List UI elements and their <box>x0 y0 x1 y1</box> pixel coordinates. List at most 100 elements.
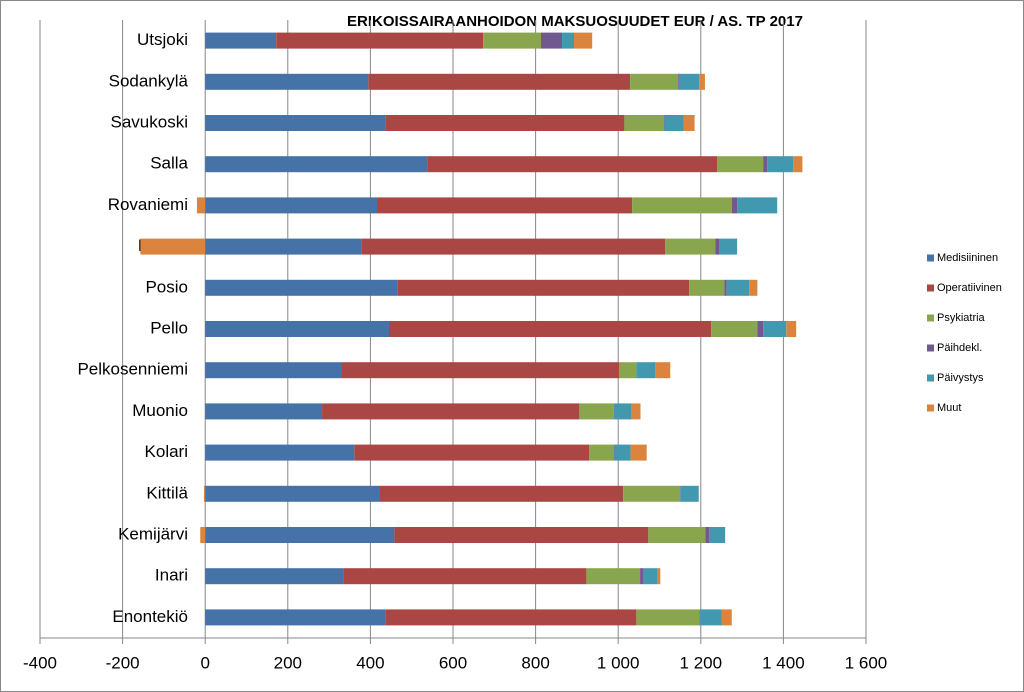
bar-segment <box>205 156 428 173</box>
y-tick-label: Inari <box>155 566 188 585</box>
bar-segment <box>385 609 637 626</box>
x-tick-label: 1 400 <box>762 653 805 672</box>
legend-label: Medisiininen <box>937 252 998 264</box>
bar-segment <box>205 238 362 255</box>
x-tick-label: 0 <box>200 653 209 672</box>
legend-swatch <box>927 374 934 382</box>
bar-segment <box>341 362 620 379</box>
bar-segment <box>385 115 625 131</box>
bar-segment <box>657 568 661 585</box>
bar-segment <box>655 362 671 379</box>
legend-label: Muut <box>937 402 961 414</box>
bar-segment <box>724 279 727 296</box>
y-tick-label: Posio <box>145 277 188 296</box>
bar-segment <box>586 568 641 585</box>
bar-segment <box>664 115 684 131</box>
bar-segment <box>619 362 637 379</box>
y-tick-label: Salla <box>150 154 188 173</box>
bar-segment <box>731 197 738 214</box>
bar-segment <box>711 321 758 337</box>
x-tick-label: 600 <box>439 653 467 672</box>
bar-segment <box>322 403 580 420</box>
bar-segment <box>589 444 615 461</box>
legend-label: Operatiivinen <box>937 282 1002 294</box>
x-tick-label: 400 <box>356 653 384 672</box>
bar-segment <box>205 279 398 296</box>
bar-segment <box>562 32 575 49</box>
y-tick-label: Kemijärvi <box>118 524 188 543</box>
bar-segment <box>397 279 690 296</box>
y-tick-label: Rovaniemi <box>108 195 188 214</box>
bar-segment <box>574 32 593 49</box>
bar-segment <box>636 362 656 379</box>
bar-segment <box>793 156 803 173</box>
legend-swatch <box>927 284 934 292</box>
chart-title: ERIKOISSAIRAANHOIDON MAKSUOSUUDET EUR / … <box>347 13 803 30</box>
y-tick-label: Pello <box>150 318 188 337</box>
bar-segment <box>388 321 712 337</box>
bar-segment <box>613 403 632 420</box>
x-tick-label: 1 600 <box>845 653 888 672</box>
bar-segment <box>715 238 720 255</box>
bar-segment <box>632 197 732 214</box>
bar-segment <box>683 115 695 131</box>
bar-segment <box>205 32 277 49</box>
bar-segment <box>196 197 206 214</box>
bar-segment <box>665 238 716 255</box>
bar-segment <box>737 197 778 214</box>
bar-segment <box>377 197 633 214</box>
bar-segment <box>699 609 722 626</box>
bar-segment <box>394 527 649 543</box>
y-tick-label: Sodankylä <box>109 71 189 90</box>
bar-segment <box>140 238 206 255</box>
bar-segment <box>361 238 666 255</box>
bar-segment <box>631 403 641 420</box>
bar-segment <box>624 115 665 131</box>
bar-segment <box>786 321 797 337</box>
bar-segment <box>680 485 699 502</box>
bar-segment <box>205 115 386 131</box>
bar-segment <box>200 527 206 543</box>
x-tick-label: -200 <box>106 653 140 672</box>
legend-label: Psykiatria <box>937 312 986 324</box>
bar-segment <box>726 279 750 296</box>
bar-segment <box>705 527 710 543</box>
bar-segment <box>205 403 323 420</box>
bar-segment <box>721 609 732 626</box>
bar-segment <box>205 485 380 502</box>
bar-segment <box>203 485 206 502</box>
x-tick-label: 1 000 <box>597 653 640 672</box>
x-tick-label: 200 <box>274 653 302 672</box>
y-tick-label: Pelkosenniemi <box>77 360 188 379</box>
y-tick-label: Utsjoki <box>137 30 188 49</box>
bar-segment <box>614 444 631 461</box>
bar-segment <box>427 156 718 173</box>
bar-segment <box>763 321 787 337</box>
x-tick-label: -400 <box>23 653 57 672</box>
y-tick-label: Muonio <box>132 401 188 420</box>
bar-segment <box>678 73 679 90</box>
bar-segment <box>205 527 395 543</box>
y-tick-label: Enontekiö <box>112 607 188 626</box>
bar-segment <box>767 156 794 173</box>
bar-segment <box>678 73 700 90</box>
bar-segment <box>483 32 541 49</box>
bar-segment <box>540 32 563 49</box>
legend-swatch <box>927 314 934 322</box>
bar-segment <box>343 568 587 585</box>
x-tick-label: 800 <box>521 653 549 672</box>
bar-segment <box>717 156 764 173</box>
bar-segment <box>763 156 768 173</box>
bar-segment <box>636 609 700 626</box>
x-tick-label: 1 200 <box>680 653 723 672</box>
bar-segment <box>689 279 725 296</box>
bar-segment <box>709 527 726 543</box>
bar-segment <box>749 279 758 296</box>
bar-segment <box>719 238 738 255</box>
bar-segment <box>623 485 681 502</box>
bar-segment <box>205 609 386 626</box>
bar-segment <box>205 362 342 379</box>
legend-swatch <box>927 254 934 262</box>
